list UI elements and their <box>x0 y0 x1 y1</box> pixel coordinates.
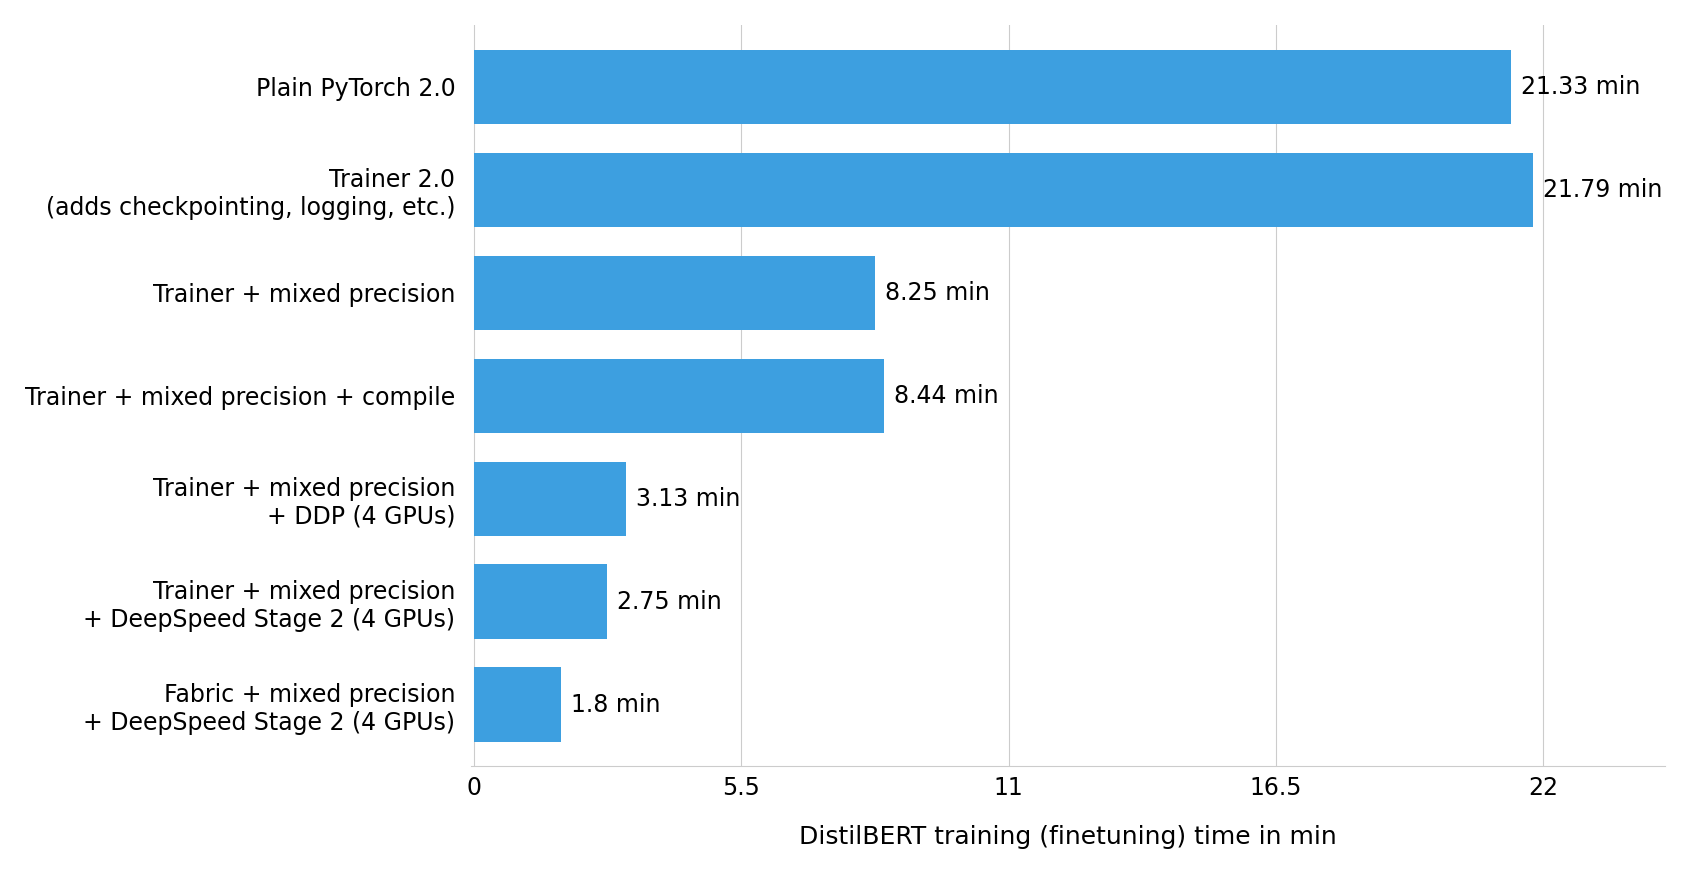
Text: 21.33 min: 21.33 min <box>1520 75 1638 99</box>
Bar <box>473 50 1510 124</box>
Bar <box>473 461 625 536</box>
Bar <box>473 255 875 329</box>
Text: 3.13 min: 3.13 min <box>635 487 740 510</box>
Text: 2.75 min: 2.75 min <box>616 590 721 614</box>
Text: 8.44 min: 8.44 min <box>893 384 998 407</box>
Bar <box>473 565 606 639</box>
X-axis label: DistilBERT training (finetuning) time in min: DistilBERT training (finetuning) time in… <box>799 825 1336 849</box>
Text: 8.25 min: 8.25 min <box>883 281 988 305</box>
Bar <box>473 668 561 741</box>
Text: 1.8 min: 1.8 min <box>571 692 660 717</box>
Text: 21.79 min: 21.79 min <box>1542 177 1662 202</box>
Bar <box>473 358 883 433</box>
Bar <box>473 153 1532 226</box>
